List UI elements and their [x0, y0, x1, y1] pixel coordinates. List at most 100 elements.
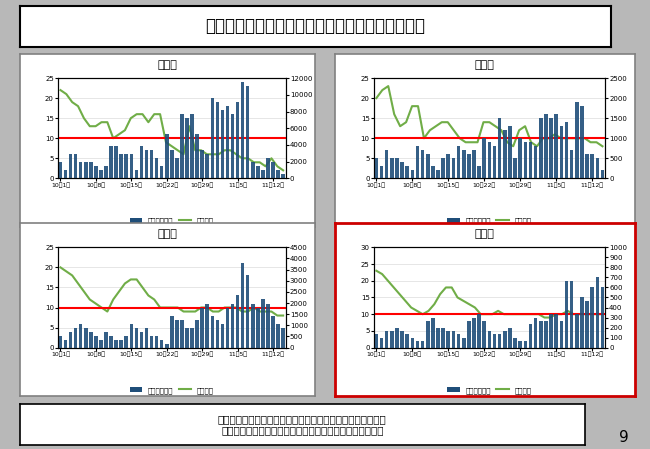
- Bar: [281, 328, 285, 348]
- Bar: [467, 154, 471, 178]
- Bar: [109, 335, 113, 348]
- Legend: 新規感染者数, 平均気温: 新規感染者数, 平均気温: [445, 215, 534, 227]
- Bar: [231, 114, 234, 178]
- Bar: [79, 324, 83, 348]
- Bar: [488, 331, 491, 348]
- Bar: [524, 341, 527, 348]
- Bar: [560, 126, 563, 178]
- Bar: [585, 154, 589, 178]
- Bar: [241, 82, 244, 178]
- Text: 山形県: 山形県: [475, 60, 495, 70]
- Bar: [241, 264, 244, 348]
- Bar: [441, 158, 445, 178]
- Bar: [472, 150, 476, 178]
- Bar: [271, 162, 275, 178]
- Bar: [211, 98, 214, 178]
- Bar: [534, 146, 538, 178]
- Bar: [544, 321, 548, 348]
- Bar: [261, 170, 265, 178]
- Bar: [585, 301, 589, 348]
- Bar: [575, 314, 578, 348]
- Bar: [400, 331, 404, 348]
- Bar: [84, 328, 88, 348]
- Bar: [560, 321, 563, 348]
- Bar: [477, 314, 481, 348]
- Bar: [374, 334, 378, 348]
- Bar: [400, 162, 404, 178]
- Bar: [180, 114, 184, 178]
- Bar: [89, 331, 92, 348]
- Bar: [99, 339, 103, 348]
- Bar: [150, 335, 153, 348]
- Bar: [519, 341, 522, 348]
- Bar: [69, 154, 72, 178]
- Bar: [436, 328, 440, 348]
- Bar: [431, 166, 435, 178]
- Bar: [406, 166, 409, 178]
- Bar: [421, 341, 424, 348]
- Bar: [595, 277, 599, 348]
- Bar: [226, 308, 229, 348]
- Bar: [411, 170, 414, 178]
- Bar: [84, 162, 88, 178]
- Bar: [165, 343, 168, 348]
- Bar: [380, 166, 383, 178]
- Bar: [220, 324, 224, 348]
- Bar: [570, 150, 573, 178]
- Bar: [441, 328, 445, 348]
- Bar: [528, 142, 532, 178]
- Bar: [281, 174, 285, 178]
- Bar: [64, 339, 68, 348]
- Bar: [477, 166, 481, 178]
- Bar: [74, 154, 77, 178]
- Bar: [216, 102, 219, 178]
- Bar: [125, 154, 128, 178]
- Bar: [570, 281, 573, 348]
- Bar: [575, 102, 578, 178]
- Bar: [467, 321, 471, 348]
- Bar: [125, 335, 128, 348]
- Bar: [135, 328, 138, 348]
- Bar: [190, 328, 194, 348]
- Bar: [534, 317, 538, 348]
- Bar: [601, 170, 604, 178]
- Bar: [415, 341, 419, 348]
- Legend: 新規感染者数, 平均気温: 新規感染者数, 平均気温: [445, 384, 534, 396]
- Bar: [436, 170, 440, 178]
- Bar: [251, 304, 255, 348]
- Bar: [493, 334, 497, 348]
- Legend: 新規感染者数, 平均気温: 新規感染者数, 平均気温: [127, 215, 216, 227]
- Bar: [431, 317, 435, 348]
- Bar: [447, 154, 450, 178]
- Bar: [246, 86, 250, 178]
- Bar: [462, 150, 465, 178]
- Bar: [276, 170, 280, 178]
- Bar: [99, 170, 103, 178]
- Bar: [94, 166, 98, 178]
- Bar: [196, 320, 199, 348]
- Bar: [457, 334, 460, 348]
- Bar: [544, 114, 548, 178]
- Bar: [175, 320, 179, 348]
- Text: 北海道などでの新規陽性者数と平均気温の相関図: 北海道などでの新規陽性者数と平均気温の相関図: [205, 18, 425, 35]
- Bar: [452, 331, 455, 348]
- Bar: [74, 328, 77, 348]
- Bar: [150, 150, 153, 178]
- Bar: [498, 334, 502, 348]
- Bar: [94, 335, 98, 348]
- Bar: [503, 130, 506, 178]
- Bar: [216, 320, 219, 348]
- Bar: [170, 316, 174, 348]
- Bar: [231, 304, 234, 348]
- Bar: [488, 142, 491, 178]
- Bar: [246, 275, 250, 348]
- Bar: [266, 304, 270, 348]
- Bar: [395, 328, 398, 348]
- Bar: [140, 331, 143, 348]
- Bar: [114, 339, 118, 348]
- Bar: [601, 287, 604, 348]
- Bar: [415, 146, 419, 178]
- Bar: [160, 166, 163, 178]
- Bar: [64, 170, 68, 178]
- Bar: [69, 331, 72, 348]
